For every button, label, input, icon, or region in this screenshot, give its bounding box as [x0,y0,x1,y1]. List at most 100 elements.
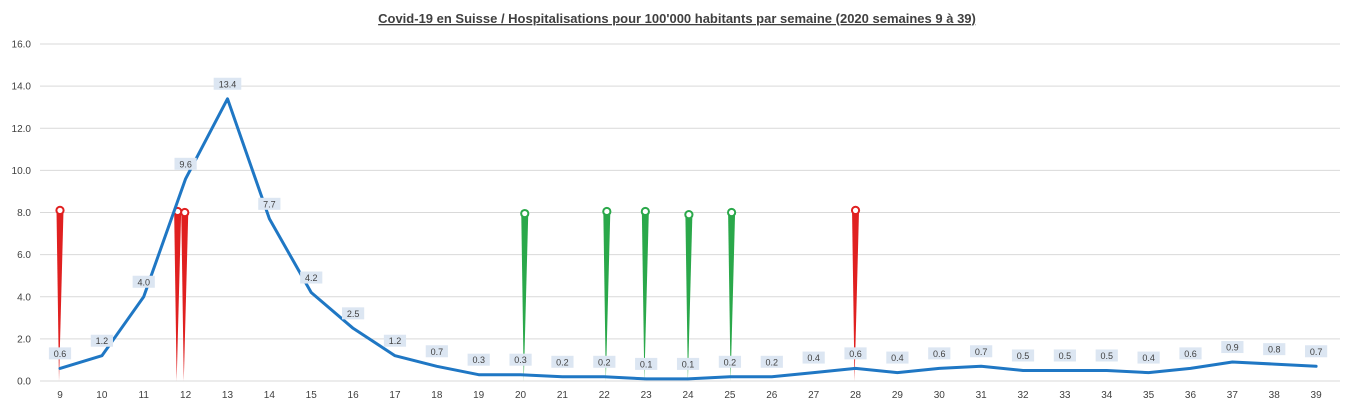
x-tick-label: 33 [1059,390,1071,401]
data-label: 0.7 [1305,345,1328,358]
x-tick-label: 30 [934,390,946,401]
event-marker-green [602,206,612,381]
data-label-text: 0.5 [1017,351,1030,361]
data-label: 2.5 [341,307,365,320]
data-label-text: 0.6 [849,349,862,359]
data-label: 0.9 [1221,341,1244,354]
x-tick-label: 27 [808,390,820,401]
data-label-text: 0.5 [1059,351,1072,361]
data-label-text: 4.0 [137,277,150,287]
data-label: 0.2 [718,355,742,368]
data-label-text: 0.2 [724,357,737,367]
data-label: 0.6 [48,347,72,360]
data-label-text: 0.2 [556,357,569,367]
marker-circle [55,205,65,215]
x-tick-label: 18 [431,390,443,401]
x-tick-label: 39 [1311,390,1323,401]
data-label: 0.7 [970,345,993,358]
x-tick-label: 25 [724,390,736,401]
data-label-text: 0.4 [1142,353,1155,363]
marker-circle [180,207,190,218]
y-tick-label: 10.0 [12,166,32,177]
data-label-bg [551,355,574,368]
data-label-bg [718,355,742,368]
event-marker-green [520,208,530,381]
data-labels: 0.6 1.2 4.0 9.6 13.4 7.7 4.2 2.5 1.2 0.7 0.3 0.3 0.2… [48,77,1328,370]
event-marker-red [180,207,190,381]
data-label: 0.2 [760,355,783,368]
data-label-bg [213,77,242,90]
marker-spike [56,210,64,381]
data-label: 0.5 [1095,349,1118,362]
data-label-bg [1053,349,1076,362]
data-label-text: 13.4 [219,79,237,89]
data-label-text: 0.9 [1226,343,1239,353]
y-tick-label: 16.0 [12,40,32,51]
data-label: 0.8 [1263,343,1286,356]
x-tick-label: 10 [96,390,108,401]
data-label-text: 9.6 [179,159,192,169]
data-label-text: 0.2 [598,357,611,367]
data-label-text: 0.2 [766,357,779,367]
data-label: 7.7 [258,197,281,210]
marker-spike [641,211,649,381]
data-label: 0.1 [635,357,658,370]
data-label: 13.4 [213,77,242,90]
data-label-text: 0.7 [1310,347,1323,357]
y-tick-label: 14.0 [12,82,32,93]
x-tick-label: 38 [1269,390,1281,401]
event-marker-red [55,205,65,381]
data-label: 0.5 [1011,349,1035,362]
data-label: 0.4 [886,351,909,364]
marker-spike [521,213,529,381]
series-line [58,97,1318,381]
data-label-bg [258,197,281,210]
data-label: 0.2 [551,355,574,368]
x-tick-label: 36 [1185,390,1197,401]
event-marker-green [726,207,737,381]
data-label-bg [48,347,72,360]
data-label-bg [1221,341,1244,354]
data-label-text: 0.4 [807,353,820,363]
x-tick-label: 13 [222,390,234,401]
data-label-bg [1179,347,1202,360]
marker-spike [603,211,611,381]
data-label-bg [886,351,909,364]
event-marker-green [640,206,650,381]
data-label-text: 4.2 [305,273,318,283]
data-label-bg [635,357,658,370]
data-label: 0.5 [1053,349,1076,362]
event-marker-red [850,205,861,381]
x-tick-label: 29 [892,390,904,401]
data-label-bg [928,347,951,360]
marker-circle [640,206,650,217]
marker-spike [174,211,182,381]
marker-spike [728,212,736,381]
data-label-bg [383,334,407,347]
data-label: 0.1 [676,357,700,370]
series-line-layer [58,97,1318,381]
x-tick-label: 21 [557,390,569,401]
x-tick-label: 15 [306,390,318,401]
data-label-bg [1137,351,1160,364]
data-label-bg [760,355,783,368]
data-label-bg [676,357,700,370]
data-label: 4.2 [300,271,323,284]
x-tick-label: 23 [641,390,653,401]
data-label-bg [844,347,867,360]
data-label-bg [341,307,365,320]
data-label-bg [467,353,490,366]
data-label-text: 0.7 [431,347,444,357]
data-label-bg [300,271,323,284]
x-tick-label: 26 [766,390,778,401]
data-label: 0.6 [1179,347,1202,360]
y-tick-label: 12.0 [12,124,32,135]
x-tick-label: 12 [180,390,192,401]
data-label-text: 0.3 [472,355,485,365]
event-marker-green [684,210,694,381]
event-markers [55,205,861,381]
x-axis-ticks: 9 10 11 12 13 14 15 16 17 18 19 20 21 22 23 24 25 26 27 28 2… [57,390,1322,401]
x-tick-label: 32 [1017,390,1029,401]
y-tick-label: 6.0 [17,250,31,261]
